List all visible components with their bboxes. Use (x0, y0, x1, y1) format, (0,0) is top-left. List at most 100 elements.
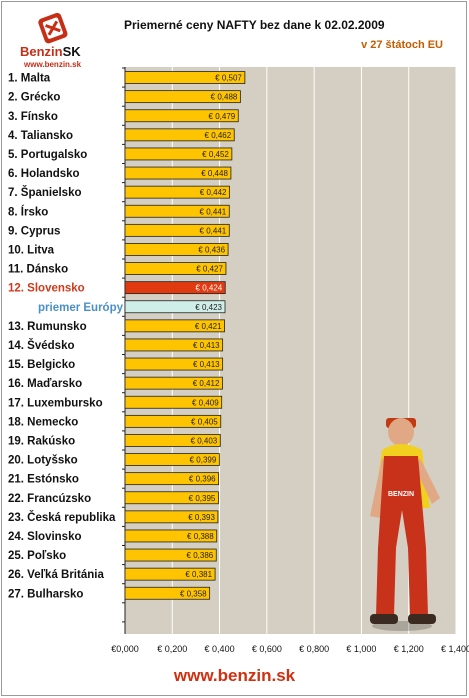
category-label: 11. Dánsko (8, 264, 68, 276)
bar-value-label: € 0,405 (191, 417, 218, 426)
bar-value-label: € 0,386 (187, 551, 214, 560)
bar-value-label: € 0,448 (201, 169, 228, 178)
category-label: priemer Európy (38, 302, 124, 314)
bar-value-label: € 0,395 (189, 494, 216, 503)
bar-2 (124, 109, 239, 123)
category-label: 3. Fínsko (8, 111, 58, 123)
x-tick-label: € 0,600 (252, 644, 282, 654)
bar-value-label: € 0,441 (200, 226, 227, 235)
category-label: 26. Veľká Británia (8, 569, 104, 581)
category-label: 6. Holandsko (8, 168, 80, 180)
bar-value-label: € 0,381 (185, 570, 212, 579)
x-tick-label: € 1,400 (441, 644, 469, 654)
category-label: 9. Cyprus (8, 225, 60, 237)
category-label: 23. Česká republika (8, 511, 116, 524)
bar-7 (124, 204, 230, 218)
benzin-logo: BenzinSK www.benzin.sk (8, 8, 90, 69)
category-label: 18. Nemecko (8, 416, 78, 428)
svg-text:BENZIN: BENZIN (388, 491, 414, 498)
bar-value-label: € 0,393 (188, 513, 215, 522)
bar-24 (124, 529, 218, 543)
x-tick-label: € 0,800 (299, 644, 329, 654)
bar-18 (124, 414, 222, 428)
bar-3 (124, 128, 235, 142)
category-label: 2. Grécko (8, 92, 60, 104)
category-label: 12. Slovensko (8, 283, 85, 295)
bar-value-label: € 0,479 (209, 112, 236, 121)
mascot-figure: BENZIN (370, 418, 440, 631)
chart-title: Priemerné ceny NAFTY bez dane k 02.02.20… (124, 18, 385, 32)
bar-5 (124, 166, 232, 180)
footer-url[interactable]: www.benzin.sk (173, 666, 296, 685)
bar-20 (124, 453, 220, 466)
bar-value-label: € 0,413 (193, 341, 220, 350)
bar-19 (124, 434, 221, 447)
bar-0 (124, 71, 246, 84)
logo-url: www.benzin.sk (24, 60, 82, 69)
bar-value-label: € 0,358 (180, 589, 207, 598)
bar-value-label: € 0,421 (195, 322, 222, 331)
bar-12 (124, 300, 226, 314)
bar-23 (124, 510, 219, 524)
bar-9 (124, 243, 229, 256)
category-label: 14. Švédsko (8, 339, 74, 352)
bar-21 (124, 472, 220, 486)
bar-value-label: € 0,462 (205, 131, 232, 140)
x-tick-label: € 1,000 (346, 644, 376, 654)
bar-27 (124, 586, 211, 600)
bars: € 0,507 € 0,488 € 0,479 € 0,462 € 0,452 € 0,4… (124, 71, 246, 600)
bar-value-label: € 0,442 (200, 188, 227, 197)
bar-value-label: € 0,396 (189, 475, 216, 484)
category-label: 20. Lotyšsko (8, 455, 78, 467)
bar-value-label: € 0,436 (198, 245, 225, 254)
x-tick-label: € 0,200 (157, 644, 187, 654)
category-label: 7. Španielsko (8, 186, 82, 199)
bar-8 (124, 223, 230, 237)
bar-value-label: € 0,441 (200, 207, 227, 216)
bar-16 (124, 376, 223, 390)
bar-11 (124, 281, 226, 295)
category-label: 4. Taliansko (8, 130, 73, 142)
x-tick-label: €0,000 (111, 644, 139, 654)
bar-value-label: € 0,423 (195, 303, 222, 312)
category-label: 1. Malta (8, 73, 51, 85)
bar-value-label: € 0,507 (215, 74, 242, 83)
bar-6 (124, 185, 230, 199)
bar-value-label: € 0,424 (196, 284, 223, 293)
bar-value-label: € 0,399 (190, 456, 217, 465)
bar-value-label: € 0,412 (193, 379, 220, 388)
bar-1 (124, 90, 241, 104)
bar-value-label: € 0,488 (211, 93, 238, 102)
x-tick-label: € 0,400 (205, 644, 235, 654)
bar-22 (124, 491, 219, 505)
bar-value-label: € 0,388 (187, 532, 214, 541)
bar-value-label: € 0,409 (192, 398, 219, 407)
bar-value-label: € 0,403 (191, 436, 218, 445)
logo-wordmark: BenzinSK (20, 44, 81, 59)
x-axis-ticks: €0,000 € 0,200 € 0,400 € 0,600 € 0,800 € 1,00… (111, 644, 469, 654)
category-label: 17. Luxembursko (8, 397, 103, 409)
category-label: 27. Bulharsko (8, 588, 83, 600)
bar-4 (124, 147, 233, 161)
bar-13 (124, 319, 225, 333)
category-label: 10. Litva (8, 244, 55, 256)
bar-value-label: € 0,452 (202, 150, 229, 159)
x-tick-label: € 1,200 (394, 644, 424, 654)
chart-subtitle: v 27 štátoch EU (361, 39, 443, 51)
logo-emblem-icon (38, 12, 68, 44)
bar-15 (124, 357, 224, 371)
category-label: 25. Poľsko (8, 550, 66, 562)
category-label: 5. Portugalsko (8, 149, 87, 161)
bar-25 (124, 548, 217, 562)
bar-14 (124, 338, 224, 352)
category-label: 15. Belgicko (8, 359, 75, 371)
category-label: 8. Írsko (8, 205, 48, 218)
category-labels: 1. Malta 2. Grécko 3. Fínsko 4. Taliansko 5.… (8, 73, 124, 601)
category-label: 24. Slovinsko (8, 531, 82, 543)
bar-26 (124, 567, 216, 581)
category-label: 13. Rumunsko (8, 321, 87, 333)
category-label: 22. Francúzsko (8, 493, 91, 505)
category-label: 19. Rakúsko (8, 435, 75, 447)
category-label: 21. Estónsko (8, 474, 79, 486)
